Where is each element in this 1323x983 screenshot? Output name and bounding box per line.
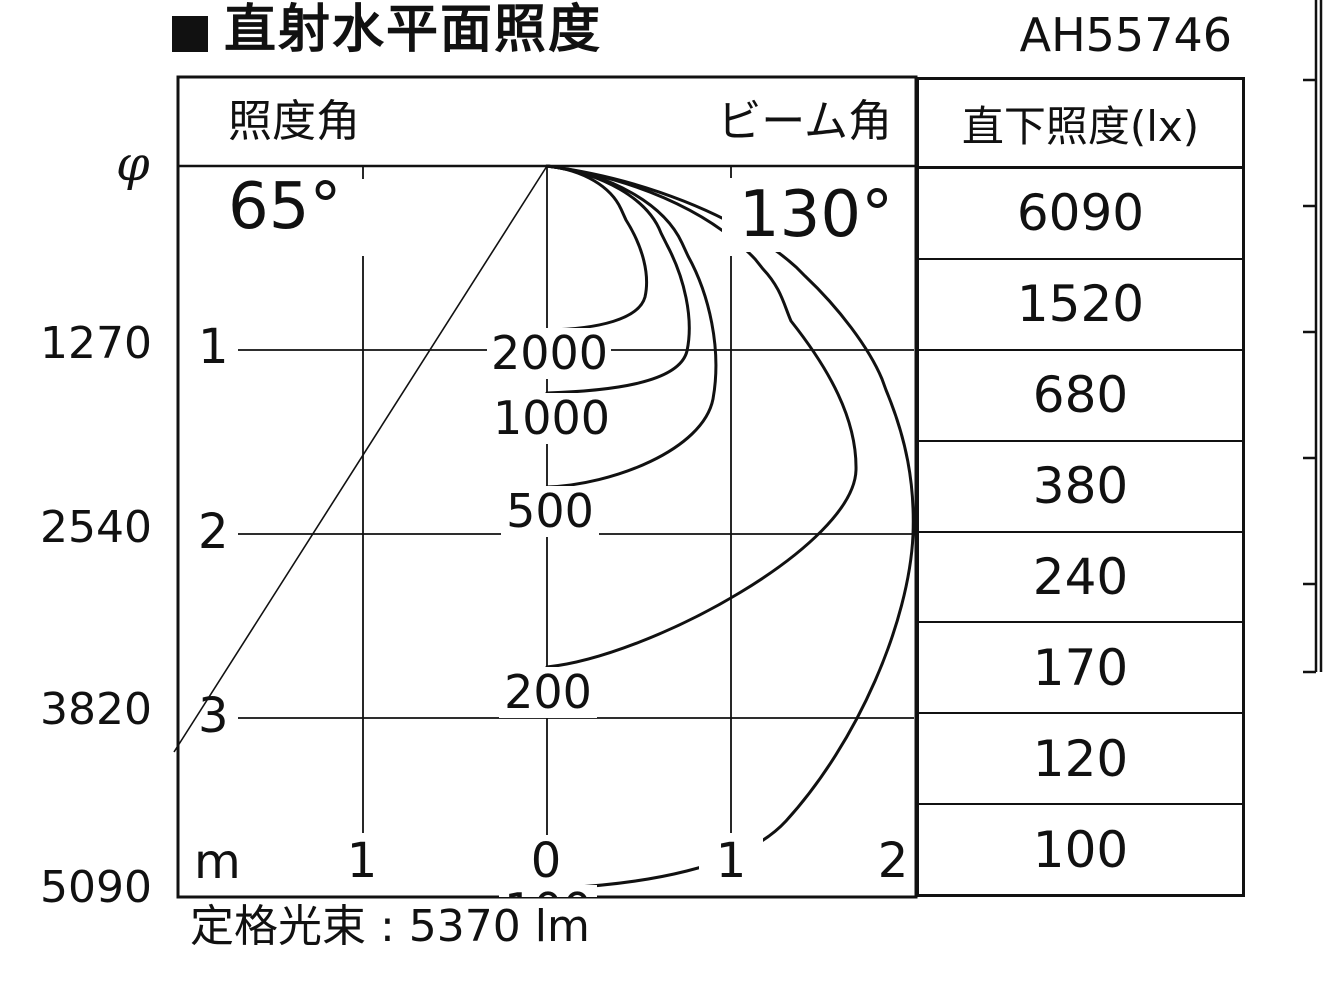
- y-tick-2m: 2: [198, 504, 229, 560]
- product-code: AH55746: [1019, 8, 1232, 62]
- mm-label-1270: 1270: [40, 318, 152, 369]
- direct-illuminance-table: 直下照度(lx) 6090 1520 680 380 240 170 120 1…: [916, 77, 1245, 897]
- beam-angle-header: ビーム角: [717, 96, 892, 147]
- page-title: 直射水平面照度: [224, 0, 603, 60]
- contour-label-1000: 1000: [489, 393, 613, 444]
- plot-clip-area: 100: [178, 77, 916, 897]
- table-row: 6090: [919, 169, 1242, 260]
- mm-label-5090: 5090: [40, 862, 152, 913]
- contour-label-100-clipped: 100: [499, 885, 597, 897]
- adjacent-table-edge: [1303, 0, 1323, 674]
- contour-label-200: 200: [499, 667, 597, 718]
- illuminance-angle-header: 照度角: [228, 96, 360, 147]
- adjacent-table-row-stubs: [1303, 78, 1316, 674]
- table-row: 170: [919, 623, 1242, 715]
- phi-axis-symbol: φ: [116, 136, 150, 192]
- black-square-icon: [172, 16, 208, 52]
- y-tick-1m: 1: [198, 319, 229, 375]
- table-row: 240: [919, 533, 1242, 624]
- contour-label-2000: 2000: [487, 328, 611, 379]
- adjacent-table-border: [1314, 0, 1323, 672]
- beam-angle-value: 130°: [722, 178, 910, 253]
- table-row: 680: [919, 351, 1242, 442]
- x-tick-right-2: 2: [877, 833, 909, 889]
- table-row: 380: [919, 442, 1242, 533]
- rated-luminous-flux: 定格光束 : 5370 lm: [190, 901, 590, 952]
- x-tick-left-1: 1: [330, 835, 394, 888]
- y-tick-3m: 3: [198, 688, 229, 744]
- table-header: 直下照度(lx): [919, 80, 1242, 169]
- table-row: 1520: [919, 260, 1242, 351]
- x-tick-0: 0: [514, 835, 578, 888]
- mm-label-3820: 3820: [40, 684, 152, 735]
- contour-label-500: 500: [501, 486, 599, 537]
- table-row: 120: [919, 714, 1242, 806]
- mm-label-2540: 2540: [40, 502, 152, 553]
- illuminance-angle-value: 65°: [228, 170, 342, 244]
- table-row: 100: [1032, 820, 1129, 879]
- x-tick-right-1: 1: [699, 835, 763, 888]
